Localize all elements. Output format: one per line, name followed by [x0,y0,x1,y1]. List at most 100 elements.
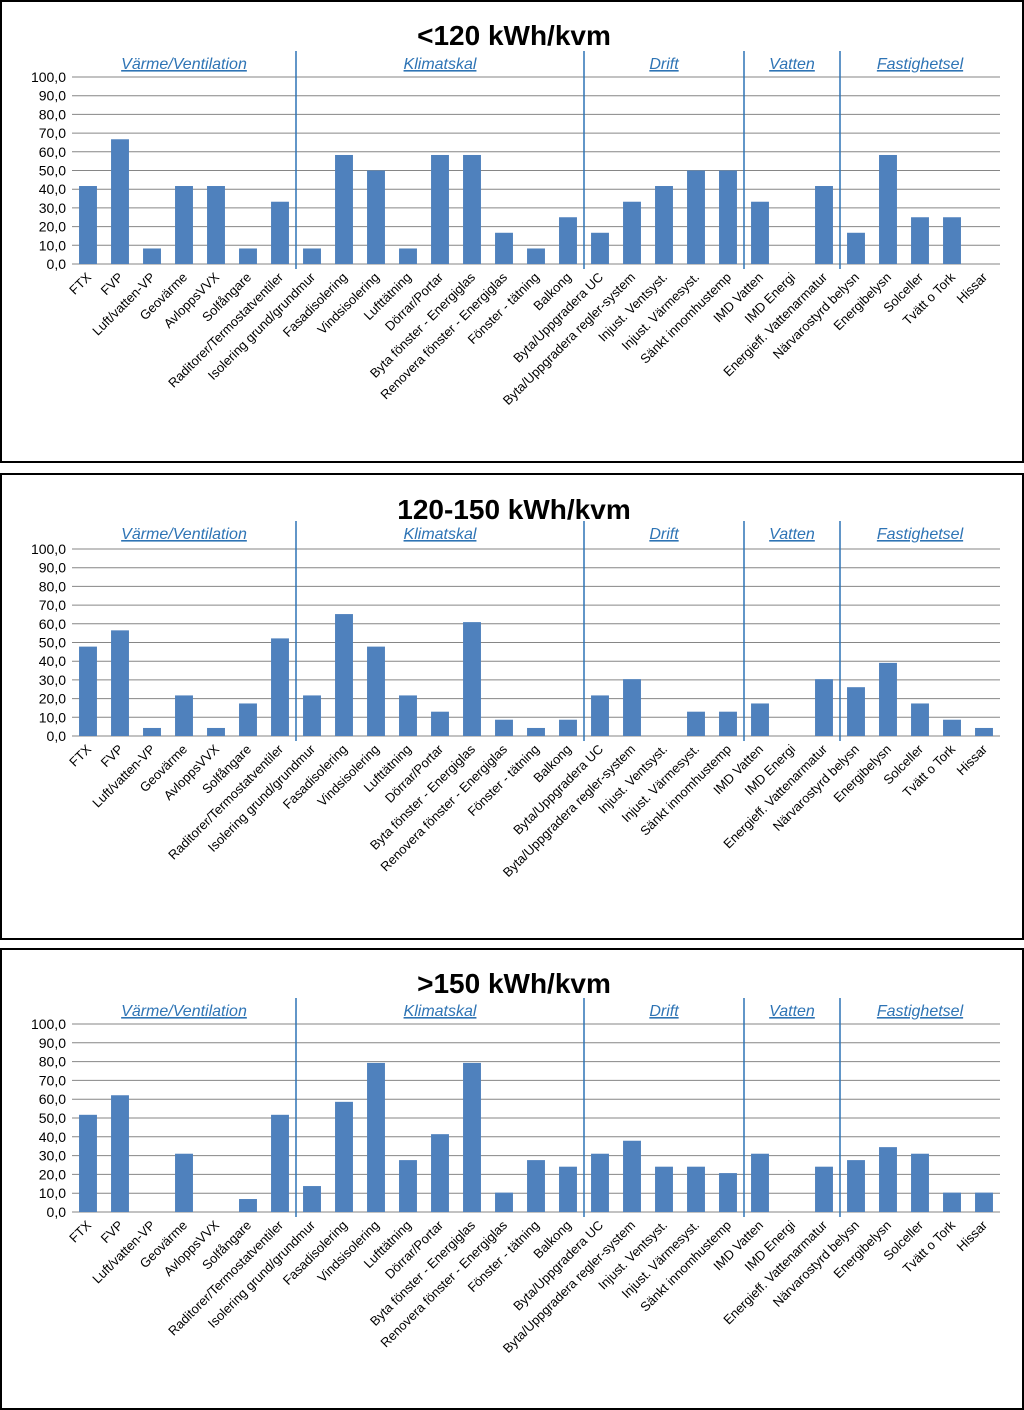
bar [911,217,929,264]
chart-title: >150 kWh/kvm [417,968,611,999]
y-tick-label: 80,0 [39,106,66,122]
x-tick-label: FVP [98,1218,126,1246]
y-tick-label: 0,0 [47,256,67,272]
y-tick-label: 30,0 [39,200,66,216]
bar [527,248,545,264]
bar [527,727,545,736]
y-tick-label: 90,0 [39,1035,66,1051]
bar [815,1166,833,1212]
group-label: Värme/Ventilation [121,1003,247,1020]
chart-panel-over-150: >150 kWh/kvm 0,0 10,0 20,0 30,0 40,0 50,0 60,0 7… [0,948,1024,1410]
bar [335,154,353,264]
y-tick-label: 10,0 [39,237,66,253]
group-label: Drift [649,56,679,73]
bar [911,1153,929,1212]
group-label: Värme/Ventilation [121,56,247,73]
bar [303,248,321,264]
chart-title: 120-150 kWh/kvm [397,494,630,525]
bar [591,1153,609,1212]
x-tick-label: FVP [98,270,126,298]
x-tick-label: Hissar [953,1217,990,1254]
bar [367,1062,385,1212]
y-tick-label: 60,0 [39,1091,66,1107]
y-tick-label: 40,0 [39,1129,66,1145]
y-tick-label: 90,0 [39,88,66,104]
bar [591,232,609,264]
bar [623,1140,641,1212]
bar [271,1114,289,1212]
bar [111,630,129,736]
bar [847,1160,865,1212]
y-tick-label: 70,0 [39,597,66,613]
bar [175,695,193,736]
bar [687,711,705,736]
bar [591,695,609,736]
group-label: Fastighetsel [877,1003,964,1020]
y-tick-label: 80,0 [39,1054,66,1070]
bar [559,719,577,736]
bar [559,1166,577,1212]
bar [719,1173,737,1212]
group-label: Klimatskal [404,526,477,543]
bar [687,170,705,264]
y-tick-label: 0,0 [47,728,67,744]
y-tick-label: 80,0 [39,578,66,594]
bar [271,638,289,736]
group-label: Klimatskal [404,1003,477,1020]
bar [463,154,481,264]
y-tick-label: 10,0 [39,1185,66,1201]
bar [79,186,97,264]
y-tick-label: 100,0 [31,69,66,85]
bar [495,232,513,264]
y-tick-label: 40,0 [39,653,66,669]
bar [239,1199,257,1212]
bar [303,1186,321,1212]
bar [207,186,225,264]
bar [143,727,161,736]
bar [207,727,225,736]
y-tick-label: 90,0 [39,560,66,576]
bar [719,711,737,736]
group-label: Vatten [769,56,815,73]
x-tick-label: FTX [66,269,94,297]
chart-panel-120-150: 120-150 kWh/kvm 0,0 10,0 20,0 30,0 40,0 50,0 60… [0,473,1024,940]
y-tick-label: 30,0 [39,1148,66,1164]
group-label: Värme/Ventilation [121,526,247,543]
x-tick-label: FTX [66,1217,94,1245]
x-tick-label: FTX [66,741,94,769]
x-tick-label: FVP [98,742,126,770]
y-tick-label: 40,0 [39,181,66,197]
bar [623,679,641,736]
bar [239,248,257,264]
bar [655,186,673,264]
group-label: Drift [649,526,679,543]
y-tick-label: 20,0 [39,219,66,235]
bar [975,1192,993,1212]
y-tick-label: 60,0 [39,144,66,160]
group-label: Fastighetsel [877,56,964,73]
bar [175,186,193,264]
bar [911,703,929,736]
bar [975,727,993,736]
bar [847,232,865,264]
bar [943,217,961,264]
y-tick-label: 50,0 [39,163,66,179]
bar [367,646,385,736]
y-tick-label: 50,0 [39,635,66,651]
bar [847,687,865,736]
y-tick-label: 10,0 [39,709,66,725]
y-tick-label: 50,0 [39,1110,66,1126]
bar [719,170,737,264]
bar [623,201,641,264]
bar [879,154,897,264]
y-tick-label: 100,0 [31,541,66,557]
bar [399,1160,417,1212]
bar [463,1062,481,1212]
bar [431,711,449,736]
bar [879,662,897,736]
y-tick-label: 30,0 [39,672,66,688]
bar [495,1192,513,1212]
chart-panel-under-120: <120 kWh/kvm 0,0 10,0 20,0 30,0 40,0 50,0 60,0 7… [0,0,1024,463]
bar [399,695,417,736]
y-tick-label: 70,0 [39,125,66,141]
